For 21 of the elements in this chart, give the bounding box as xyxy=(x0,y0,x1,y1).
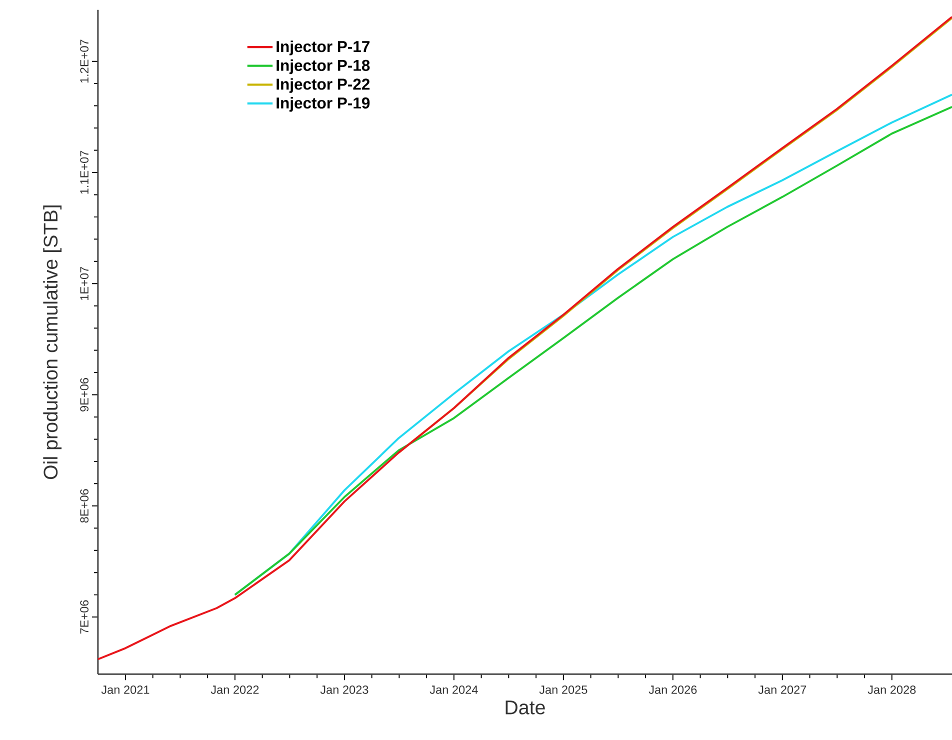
x-tick-label: Jan 2025 xyxy=(539,685,588,694)
y-tick-label: 7E+06 xyxy=(80,600,89,634)
legend-label: Injector P-18 xyxy=(276,59,370,74)
x-tick-label: Jan 2028 xyxy=(868,685,916,694)
legend-label: Injector P-19 xyxy=(276,96,370,112)
x-tick-label: Jan 2024 xyxy=(430,685,478,694)
y-tick-label: 1.1E+07 xyxy=(80,150,89,194)
y-tick-label: 8E+06 xyxy=(80,488,89,522)
legend-label: Injector P-17 xyxy=(276,40,370,56)
x-axis-title: Date xyxy=(506,700,545,714)
y-tick-label: 1E+07 xyxy=(80,266,89,300)
x-tick-label: Jan 2023 xyxy=(320,685,368,694)
y-axis-title: Oil production cumulative [STB] xyxy=(43,205,62,479)
x-tick-label: Jan 2026 xyxy=(648,685,697,694)
legend-label: Injector P-22 xyxy=(276,78,370,93)
x-tick-label: Jan 2021 xyxy=(101,685,150,694)
y-tick-label: 1.2E+07 xyxy=(80,40,89,82)
y-tick-label: 9E+06 xyxy=(80,378,89,412)
x-tick-label: Jan 2022 xyxy=(210,685,259,694)
x-tick-label: Jan 2027 xyxy=(758,685,806,694)
line-series xyxy=(96,16,952,660)
